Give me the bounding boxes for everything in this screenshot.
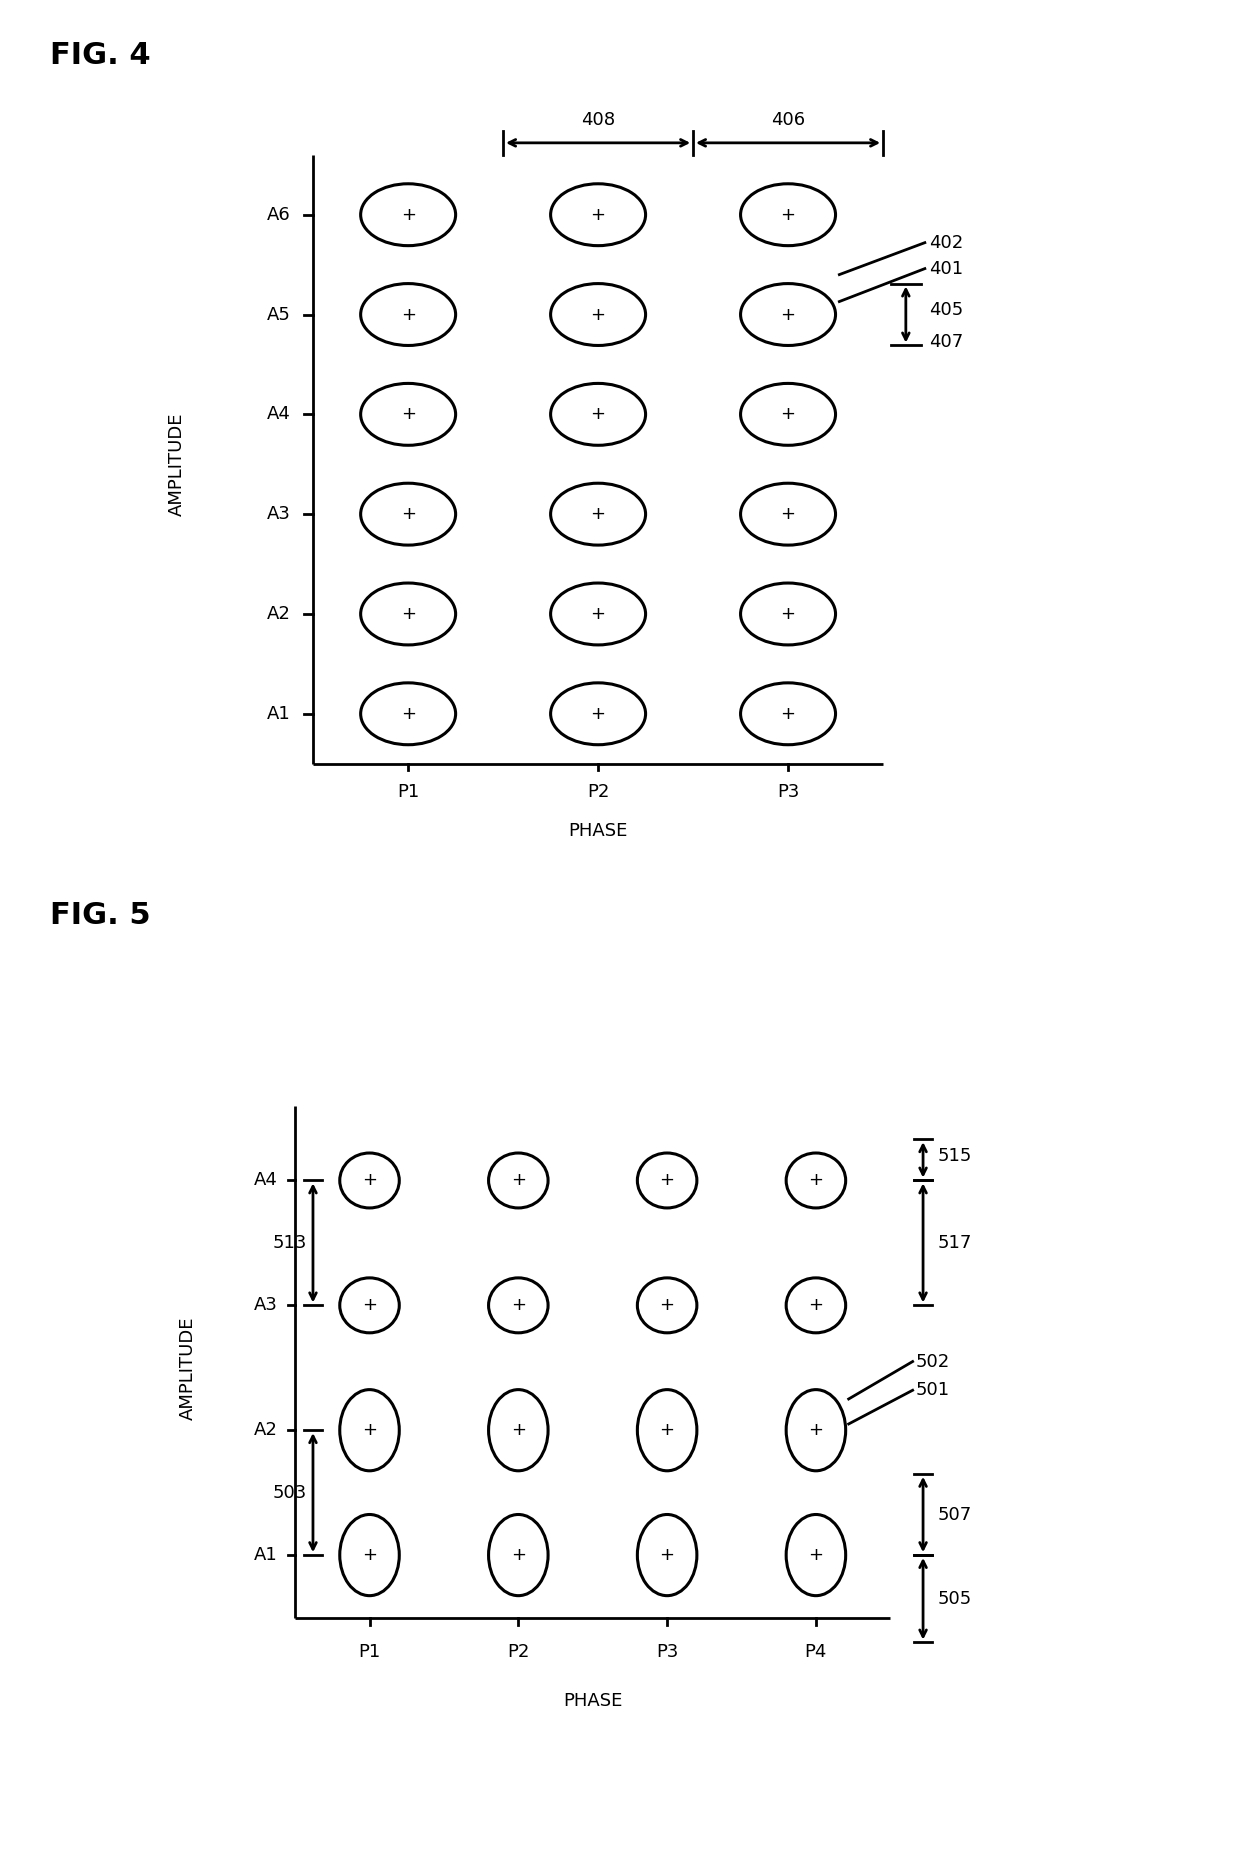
Text: +: + [660, 1421, 675, 1439]
Text: +: + [401, 605, 415, 622]
Text: 513: 513 [273, 1233, 308, 1252]
Text: 407: 407 [929, 334, 963, 351]
Text: +: + [660, 1296, 675, 1315]
Text: +: + [590, 605, 605, 622]
Text: 402: 402 [929, 234, 963, 253]
Text: +: + [362, 1547, 377, 1564]
Text: FIG. 5: FIG. 5 [50, 901, 150, 930]
Text: 406: 406 [771, 111, 805, 128]
Text: 405: 405 [929, 301, 963, 319]
Text: A2: A2 [267, 605, 290, 622]
Text: PHASE: PHASE [563, 1692, 622, 1710]
Text: +: + [660, 1547, 675, 1564]
Text: 507: 507 [937, 1506, 972, 1525]
Text: A3: A3 [267, 505, 290, 524]
Text: 401: 401 [929, 260, 962, 277]
Text: +: + [401, 306, 415, 323]
Text: +: + [780, 206, 796, 223]
Text: 501: 501 [915, 1382, 950, 1400]
Text: +: + [401, 206, 415, 223]
Text: +: + [808, 1421, 823, 1439]
Text: A2: A2 [253, 1421, 278, 1439]
Text: AMPLITUDE: AMPLITUDE [167, 412, 186, 516]
Text: P4: P4 [805, 1643, 827, 1662]
Text: +: + [660, 1172, 675, 1190]
Text: 505: 505 [937, 1590, 972, 1608]
Text: A1: A1 [267, 706, 290, 722]
Text: +: + [808, 1172, 823, 1190]
Text: FIG. 4: FIG. 4 [50, 41, 150, 71]
Text: +: + [808, 1296, 823, 1315]
Text: 503: 503 [273, 1484, 308, 1502]
Text: +: + [362, 1421, 377, 1439]
Text: +: + [808, 1547, 823, 1564]
Text: +: + [362, 1172, 377, 1190]
Text: P2: P2 [507, 1643, 529, 1662]
Text: P3: P3 [777, 782, 800, 800]
Text: +: + [780, 706, 796, 722]
Text: +: + [780, 505, 796, 524]
Text: A3: A3 [253, 1296, 278, 1315]
Text: +: + [780, 405, 796, 423]
Text: +: + [362, 1296, 377, 1315]
Text: +: + [511, 1547, 526, 1564]
Text: +: + [511, 1172, 526, 1190]
Text: 515: 515 [937, 1148, 972, 1164]
Text: +: + [590, 306, 605, 323]
Text: +: + [401, 706, 415, 722]
Text: P1: P1 [397, 782, 419, 800]
Text: P1: P1 [358, 1643, 381, 1662]
Text: +: + [511, 1296, 526, 1315]
Text: +: + [780, 605, 796, 622]
Text: AMPLITUDE: AMPLITUDE [179, 1317, 197, 1419]
Text: PHASE: PHASE [568, 821, 627, 839]
Text: A6: A6 [267, 206, 290, 223]
Text: A4: A4 [253, 1172, 278, 1190]
Text: +: + [401, 405, 415, 423]
Text: 502: 502 [915, 1352, 950, 1370]
Text: 517: 517 [937, 1233, 972, 1252]
Text: 408: 408 [582, 111, 615, 128]
Text: P3: P3 [656, 1643, 678, 1662]
Text: +: + [780, 306, 796, 323]
Text: +: + [590, 405, 605, 423]
Text: A4: A4 [267, 405, 290, 423]
Text: A5: A5 [267, 306, 290, 323]
Text: +: + [590, 706, 605, 722]
Text: +: + [511, 1421, 526, 1439]
Text: +: + [590, 505, 605, 524]
Text: +: + [590, 206, 605, 223]
Text: +: + [401, 505, 415, 524]
Text: P2: P2 [587, 782, 609, 800]
Text: A1: A1 [253, 1547, 278, 1564]
